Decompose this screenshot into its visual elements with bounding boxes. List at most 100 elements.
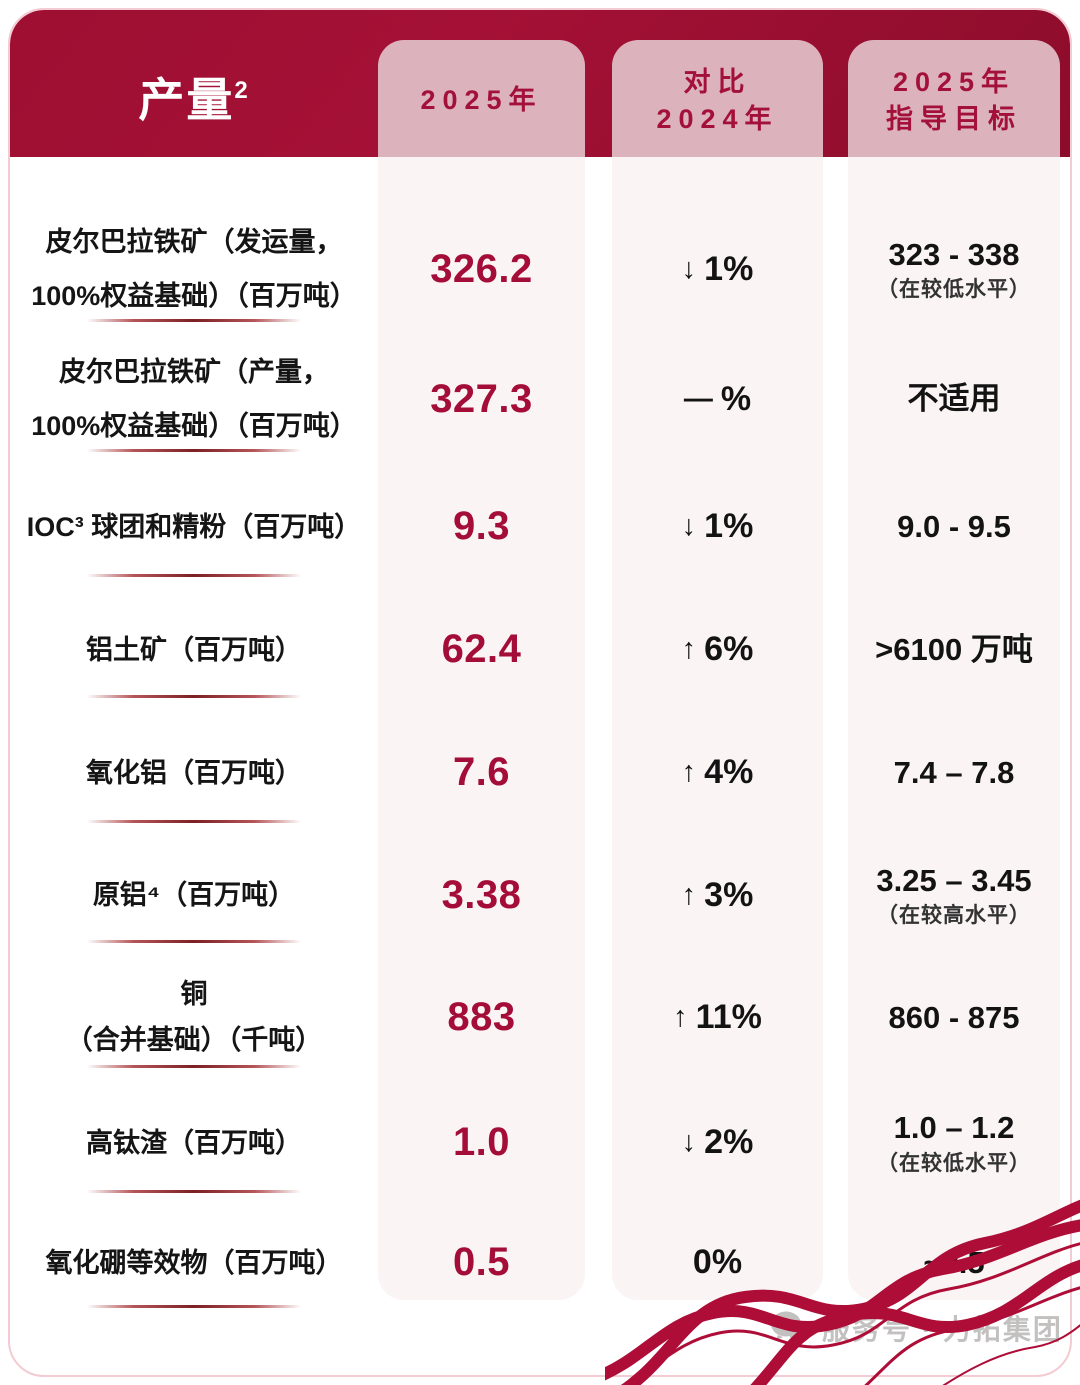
guidance-value: 3.25 – 3.45 — [876, 862, 1032, 898]
column-header-line: 2025年 — [420, 85, 543, 116]
change-text: 0% — [692, 1243, 743, 1281]
guidance-2025: 3.25 – 3.45 （在较高水平） — [848, 835, 1060, 955]
guidance-2025: 1.0 – 1.2 （在较低水平） — [848, 1080, 1060, 1205]
no-change-dash: — — [683, 382, 713, 415]
table-row-ioc: IOC³ 球团和精粉（百万吨） 9.3 ↓ 1% 9.0 - 9.5 — [10, 464, 1070, 589]
table-row-pilbara-production: 皮尔巴拉铁矿（产量， 100%权益基础）（百万吨） 327.3 —% 不适用 — [10, 334, 1070, 464]
arrow-up-icon: ↑ — [681, 633, 697, 665]
wechat-icon — [771, 1311, 811, 1343]
table-card: 产量2 2025年 对比 2024年 2025年 指导目标 皮尔巴拉铁矿（发运量… — [8, 8, 1072, 1377]
arrow-up-icon: ↑ — [681, 756, 697, 788]
row-label-line1: 原铝⁴（百万吨） — [92, 880, 296, 910]
guidance-value: 323 - 338 — [888, 236, 1020, 272]
guidance-value: ~0.5 — [923, 1244, 985, 1280]
row-label-line1: 皮尔巴拉铁矿（产量， — [59, 357, 329, 387]
row-label-line1: 氧化硼等效物（百万吨） — [45, 1247, 343, 1278]
table-row-copper: 铜 （合并基础）（千吨） 883 ↑ 11% 860 - 875 — [10, 955, 1070, 1080]
label-underline — [86, 319, 302, 322]
column-header-line: 对比 — [683, 67, 752, 98]
table-row-titania-slag: 高钛渣（百万吨） 1.0 ↓ 2% 1.0 – 1.2 （在较低水平） — [10, 1080, 1070, 1205]
guidance-value: >6100 万吨 — [875, 631, 1033, 667]
value-2025: 9.3 — [452, 504, 511, 548]
row-label-line2: 100%权益基础）（百万吨） — [31, 411, 357, 441]
label-underline — [86, 940, 302, 943]
guidance-value: 7.4 – 7.8 — [893, 754, 1015, 790]
value-2025: 327.3 — [430, 376, 533, 421]
table-row-pilbara-shipments: 皮尔巴拉铁矿（发运量， 100%权益基础）（百万吨） 326.2 ↓ 1% 323… — [10, 204, 1070, 334]
row-label: 氧化硼等效物（百万吨） — [10, 1205, 378, 1320]
column-header-guidance: 2025年 指导目标 — [848, 40, 1060, 157]
arrow-down-icon: ↓ — [681, 252, 697, 285]
value-2025: 883 — [447, 995, 516, 1039]
guidance-2025: ~0.5 — [848, 1205, 1060, 1320]
row-label-line1: IOC³ 球团和精粉（百万吨） — [26, 511, 362, 542]
change-vs-2024: —% — [612, 334, 823, 464]
row-label-line1: 高钛渣（百万吨） — [86, 1127, 302, 1158]
row-label: 铝土矿（百万吨） — [10, 589, 378, 710]
guidance-value: 1.0 – 1.2 — [893, 1110, 1015, 1146]
row-label: 高钛渣（百万吨） — [10, 1080, 378, 1205]
label-underline — [86, 820, 302, 823]
change-text: 11% — [695, 998, 762, 1036]
row-label-line1: 氧化铝（百万吨） — [86, 757, 302, 788]
change-vs-2024: ↑ 11% — [612, 955, 823, 1080]
row-label-line1: 铝土矿（百万吨） — [86, 634, 302, 665]
row-label: 皮尔巴拉铁矿（发运量， 100%权益基础）（百万吨） — [10, 204, 378, 334]
change-vs-2024: ↑ 6% — [612, 589, 823, 710]
column-guidance-background — [848, 40, 1060, 1300]
value-2025: 0.5 — [452, 1240, 511, 1284]
row-label-line2: （合并基础）（千吨） — [65, 1024, 323, 1055]
guidance-2025: 不适用 — [848, 334, 1060, 464]
row-label-line1: 皮尔巴拉铁矿（发运量， — [45, 227, 343, 257]
change-text: % — [720, 379, 752, 418]
guidance-2025: >6100 万吨 — [848, 589, 1060, 710]
guidance-2025: 323 - 338 （在较低水平） — [848, 204, 1060, 334]
guidance-note: （在较高水平） — [877, 904, 1031, 927]
value-2025: 1.0 — [452, 1120, 511, 1164]
change-vs-2024: ↑ 3% — [612, 835, 823, 955]
change-text: 1% — [704, 507, 754, 545]
row-label: 铜 （合并基础）（千吨） — [10, 955, 378, 1080]
value-2025: 62.4 — [441, 627, 522, 671]
arrow-up-icon: ↑ — [681, 878, 697, 911]
column-vs-2024-background — [612, 40, 823, 1300]
row-label-line2: 100%权益基础）（百万吨） — [31, 281, 357, 311]
change-text: 1% — [704, 249, 754, 288]
label-underline — [86, 1305, 302, 1308]
guidance-2025: 7.4 – 7.8 — [848, 710, 1060, 835]
value-2025: 326.2 — [430, 246, 533, 291]
label-underline — [86, 574, 302, 577]
arrow-up-icon: ↑ — [673, 1001, 688, 1033]
table-row-bauxite: 铝土矿（百万吨） 62.4 ↑ 6% >6100 万吨 — [10, 589, 1070, 710]
page-title-superscript: 2 — [234, 76, 250, 104]
column-header-2025: 2025年 — [378, 40, 585, 157]
change-vs-2024: ↑ 4% — [612, 710, 823, 835]
guidance-value: 9.0 - 9.5 — [897, 508, 1011, 544]
change-text: 2% — [704, 1123, 754, 1161]
change-vs-2024: ↓ 1% — [612, 204, 823, 334]
change-text: 6% — [704, 630, 754, 668]
change-text: 4% — [704, 753, 754, 791]
table-row-alumina: 氧化铝（百万吨） 7.6 ↑ 4% 7.4 – 7.8 — [10, 710, 1070, 835]
column-2025-background — [378, 40, 585, 1300]
row-label: 氧化铝（百万吨） — [10, 710, 378, 835]
change-text: 3% — [704, 875, 754, 914]
guidance-note: （在较低水平） — [877, 278, 1031, 301]
value-2025: 3.38 — [441, 872, 522, 917]
wechat-watermark: 服务号 · 力拓集团 — [770, 1308, 1063, 1348]
guidance-value: 860 - 875 — [888, 999, 1020, 1035]
label-underline — [86, 695, 302, 698]
column-header-vs-2024: 对比 2024年 — [612, 40, 823, 157]
row-label: 皮尔巴拉铁矿（产量， 100%权益基础）（百万吨） — [10, 334, 378, 464]
table-row-aluminium: 原铝⁴（百万吨） 3.38 ↑ 3% 3.25 – 3.45 （在较高水平） — [10, 835, 1070, 955]
label-underline — [86, 1065, 302, 1068]
page-title-text: 产量 — [138, 73, 235, 126]
label-underline — [86, 1190, 302, 1193]
label-underline — [86, 449, 302, 452]
column-header-line: 指导目标 — [886, 103, 1022, 134]
table-rows: 皮尔巴拉铁矿（发运量， 100%权益基础）（百万吨） 326.2 ↓ 1% 323… — [10, 204, 1070, 1320]
column-header-line: 2024年 — [656, 103, 779, 134]
arrow-down-icon: ↓ — [681, 510, 697, 542]
guidance-value: 不适用 — [907, 381, 1001, 417]
row-label: 原铝⁴（百万吨） — [10, 835, 378, 955]
